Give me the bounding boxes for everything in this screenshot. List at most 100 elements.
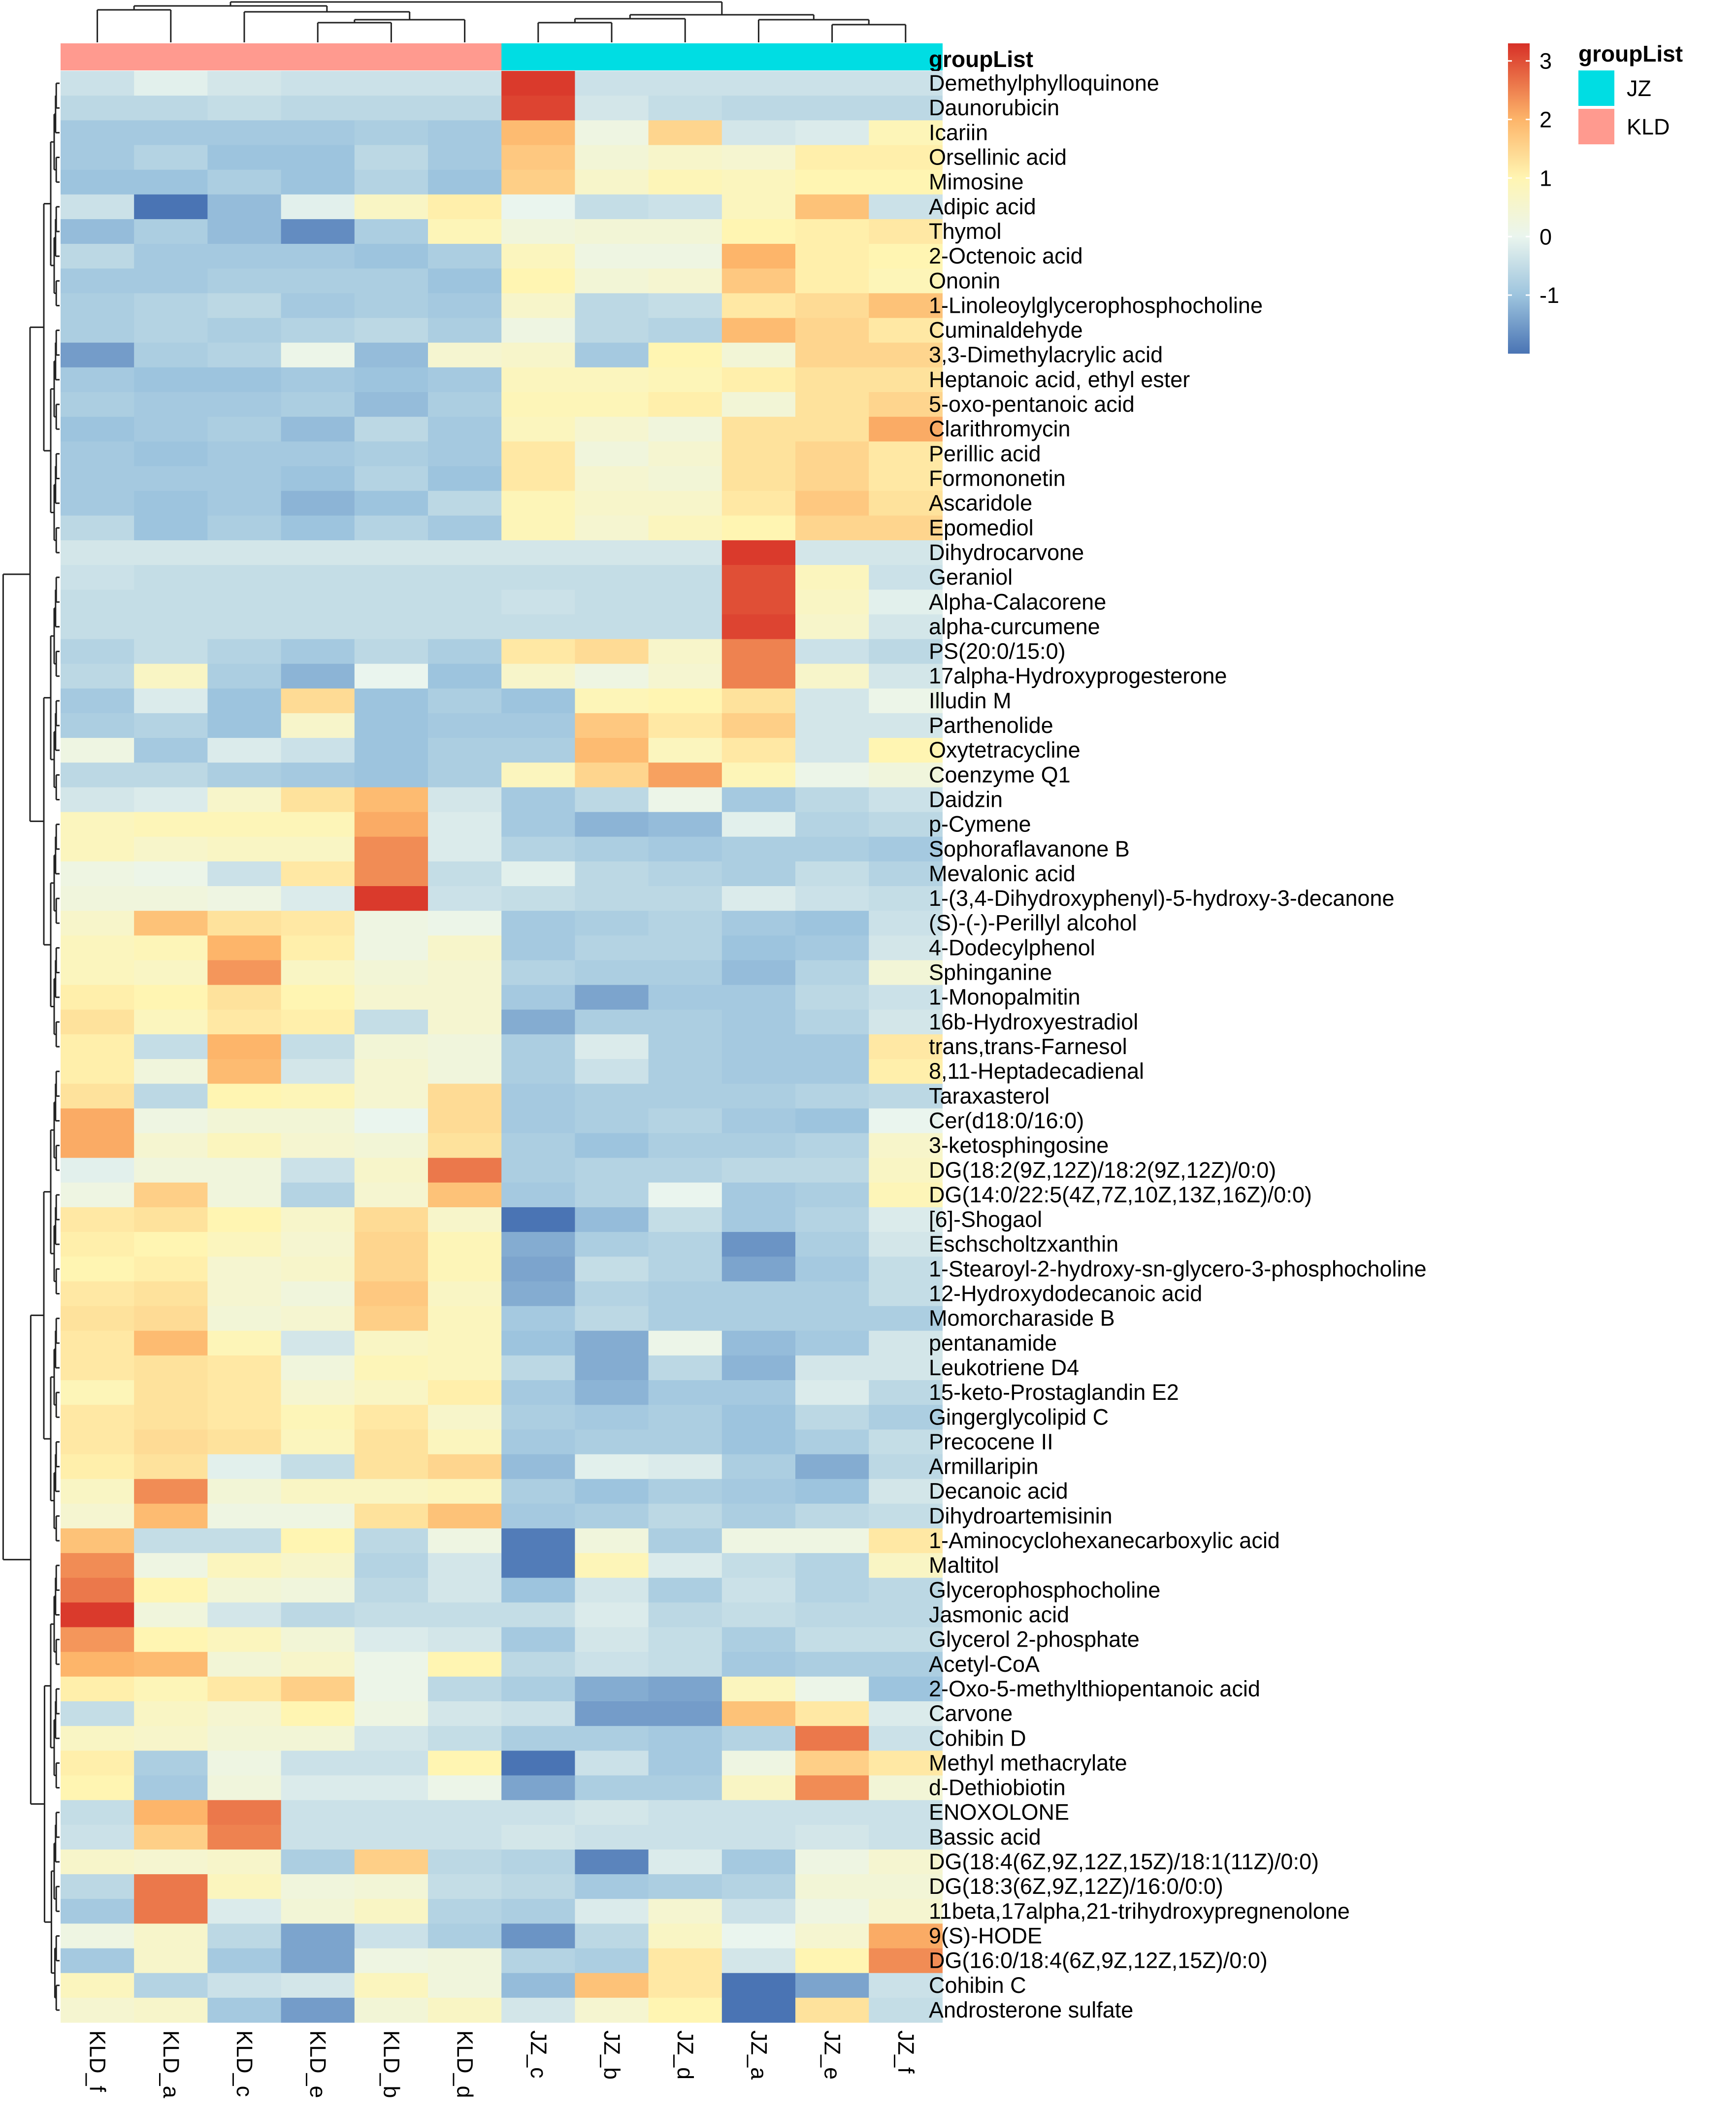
heatmap-cell bbox=[721, 1528, 796, 1554]
heatmap-cell bbox=[354, 1652, 428, 1677]
heatmap-cell bbox=[281, 1701, 355, 1726]
heatmap-cell bbox=[61, 985, 134, 1010]
heatmap-cell bbox=[134, 293, 208, 319]
heatmap-cell bbox=[721, 1652, 796, 1677]
heatmap-cell bbox=[501, 1775, 575, 1801]
heatmap-cell bbox=[575, 1429, 649, 1455]
heatmap-cell bbox=[354, 1158, 428, 1183]
row-label: Leukotriene D4 bbox=[929, 1355, 1079, 1380]
heatmap-cell bbox=[648, 1849, 722, 1875]
heatmap-cell bbox=[648, 1059, 722, 1084]
heatmap-cell bbox=[134, 1479, 208, 1504]
heatmap-cell bbox=[428, 318, 502, 343]
heatmap-cell bbox=[575, 565, 649, 590]
heatmap-cell bbox=[134, 1133, 208, 1158]
heatmap-cell bbox=[575, 367, 649, 393]
heatmap-cell bbox=[281, 1380, 355, 1405]
heatmap-cell bbox=[501, 1948, 575, 1974]
heatmap-cell bbox=[207, 1059, 282, 1084]
heatmap-cell bbox=[134, 466, 208, 492]
heatmap-cell bbox=[354, 1084, 428, 1109]
heatmap-cell bbox=[648, 1948, 722, 1974]
row-label: Decanoic acid bbox=[929, 1479, 1068, 1504]
heatmap-cell bbox=[501, 268, 575, 294]
column-label: KLD_c bbox=[232, 2030, 257, 2097]
heatmap-cell bbox=[575, 762, 649, 788]
heatmap-cell bbox=[795, 861, 869, 887]
heatmap-cell bbox=[134, 590, 208, 615]
heatmap-cell bbox=[134, 1182, 208, 1208]
heatmap-cell bbox=[354, 1627, 428, 1653]
row-label: ENOXOLONE bbox=[929, 1800, 1069, 1825]
heatmap-cell bbox=[721, 367, 796, 393]
heatmap-cell bbox=[428, 1330, 502, 1356]
heatmap-cell bbox=[354, 1355, 428, 1381]
heatmap-cell bbox=[61, 1084, 134, 1109]
heatmap-cell bbox=[428, 367, 502, 393]
heatmap-cell bbox=[721, 861, 796, 887]
heatmap-cell bbox=[721, 1330, 796, 1356]
heatmap-cell bbox=[575, 1479, 649, 1504]
heatmap-cell bbox=[648, 1009, 722, 1035]
heatmap-cell bbox=[134, 268, 208, 294]
heatmap-cell bbox=[575, 1602, 649, 1628]
heatmap-cell bbox=[721, 1281, 796, 1307]
heatmap-cell bbox=[575, 392, 649, 417]
heatmap-cell bbox=[207, 639, 282, 664]
row-label: Perillic acid bbox=[929, 441, 1041, 466]
heatmap-cell bbox=[428, 1849, 502, 1875]
color-scale-legend: 3 2 1 0 -1 bbox=[1508, 43, 1559, 354]
heatmap-cell bbox=[61, 1627, 134, 1653]
heatmap-cell bbox=[721, 342, 796, 368]
heatmap-cell bbox=[281, 1726, 355, 1751]
heatmap-cell bbox=[428, 738, 502, 763]
heatmap-cell bbox=[354, 1108, 428, 1134]
heatmap-cell bbox=[354, 688, 428, 714]
heatmap-cell bbox=[575, 861, 649, 887]
heatmap-cell bbox=[721, 663, 796, 689]
heatmap-cell bbox=[281, 293, 355, 319]
row-label: 16b-Hydroxyestradiol bbox=[929, 1009, 1138, 1034]
heatmap-cell bbox=[207, 565, 282, 590]
heatmap-cell bbox=[134, 244, 208, 269]
column-label: JZ_e bbox=[820, 2030, 845, 2080]
heatmap-cell bbox=[795, 911, 869, 936]
heatmap-cell bbox=[575, 935, 649, 961]
heatmap-cell bbox=[281, 1923, 355, 1949]
heatmap-cell bbox=[207, 1899, 282, 1924]
heatmap-cell bbox=[795, 1034, 869, 1059]
heatmap-cell bbox=[795, 1405, 869, 1430]
heatmap-cell bbox=[869, 1824, 943, 1850]
heatmap-cell bbox=[501, 762, 575, 788]
heatmap-cell bbox=[428, 392, 502, 417]
heatmap-cell bbox=[795, 491, 869, 516]
heatmap-cell bbox=[575, 1997, 649, 2023]
heatmap-cell bbox=[869, 1108, 943, 1134]
heatmap-cell bbox=[61, 1726, 134, 1751]
heatmap-cell bbox=[501, 1059, 575, 1084]
heatmap-cell bbox=[428, 1207, 502, 1232]
heatmap-cell bbox=[869, 120, 943, 146]
heatmap-cell bbox=[575, 515, 649, 541]
heatmap-cell bbox=[501, 1923, 575, 1949]
heatmap-cell bbox=[501, 1973, 575, 1998]
heatmap-cell bbox=[795, 886, 869, 911]
heatmap-cell bbox=[795, 738, 869, 763]
row-label: Heptanoic acid, ethyl ester bbox=[929, 367, 1190, 392]
heatmap-cell bbox=[795, 688, 869, 714]
heatmap-cell bbox=[61, 169, 134, 195]
row-label: Cuminaldehyde bbox=[929, 318, 1083, 343]
heatmap-cell bbox=[648, 985, 722, 1010]
row-label: 2-Oxo-5-methylthiopentanoic acid bbox=[929, 1676, 1260, 1701]
heatmap-cell bbox=[869, 219, 943, 244]
heatmap-cell bbox=[354, 1751, 428, 1776]
heatmap-cell bbox=[721, 1108, 796, 1134]
heatmap-cell bbox=[61, 713, 134, 738]
heatmap-cell bbox=[721, 1479, 796, 1504]
heatmap-cell bbox=[134, 1355, 208, 1381]
heatmap-cell bbox=[648, 1899, 722, 1924]
heatmap-cell bbox=[648, 1997, 722, 2023]
heatmap-cell bbox=[795, 1454, 869, 1480]
heatmap-cell bbox=[648, 367, 722, 393]
heatmap-cell bbox=[869, 1281, 943, 1307]
